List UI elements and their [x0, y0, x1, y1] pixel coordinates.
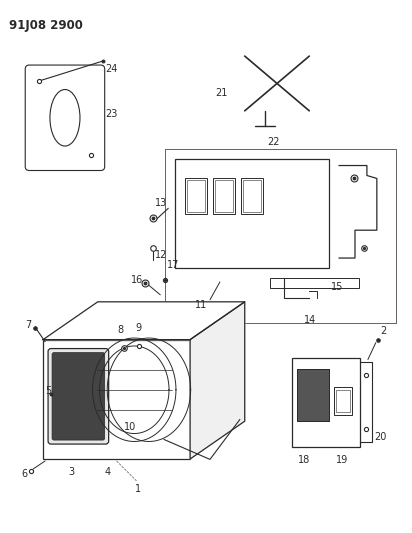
Text: 9: 9 — [136, 322, 142, 333]
Text: 7: 7 — [25, 320, 31, 330]
Text: 15: 15 — [331, 282, 344, 292]
Text: 22: 22 — [267, 136, 280, 147]
Text: 12: 12 — [155, 250, 168, 260]
Text: 6: 6 — [21, 469, 27, 479]
Bar — [187, 181, 205, 212]
Text: 16: 16 — [131, 275, 143, 285]
Bar — [334, 387, 352, 415]
Bar — [215, 181, 233, 212]
Bar — [165, 149, 396, 322]
Text: 17: 17 — [167, 260, 180, 270]
Text: 5: 5 — [45, 386, 52, 397]
Text: 21: 21 — [215, 88, 227, 98]
Text: 1: 1 — [134, 484, 140, 494]
Text: 24: 24 — [106, 64, 118, 74]
Text: 91J08 2900: 91J08 2900 — [9, 19, 83, 33]
Bar — [213, 179, 235, 214]
Bar — [243, 181, 261, 212]
Bar — [43, 340, 190, 459]
Text: 19: 19 — [336, 455, 348, 465]
Text: 20: 20 — [374, 432, 386, 442]
Bar — [293, 358, 360, 447]
Text: 14: 14 — [304, 315, 316, 325]
Text: 8: 8 — [117, 325, 124, 335]
Text: 18: 18 — [298, 455, 311, 465]
FancyBboxPatch shape — [52, 352, 105, 440]
Bar — [269, 278, 359, 288]
Bar — [336, 390, 350, 412]
Bar — [185, 179, 207, 214]
Text: 3: 3 — [68, 467, 74, 477]
Text: 13: 13 — [155, 198, 168, 208]
Text: 2: 2 — [380, 326, 386, 336]
Text: 4: 4 — [105, 467, 111, 477]
Bar — [297, 369, 329, 421]
Text: 10: 10 — [124, 422, 136, 432]
Bar — [165, 149, 396, 322]
Text: 23: 23 — [106, 109, 118, 119]
Text: 11: 11 — [195, 300, 207, 310]
Bar — [297, 369, 329, 421]
Polygon shape — [190, 302, 245, 459]
Bar — [175, 158, 329, 268]
Bar — [241, 179, 262, 214]
FancyBboxPatch shape — [48, 349, 109, 444]
Polygon shape — [43, 302, 245, 340]
